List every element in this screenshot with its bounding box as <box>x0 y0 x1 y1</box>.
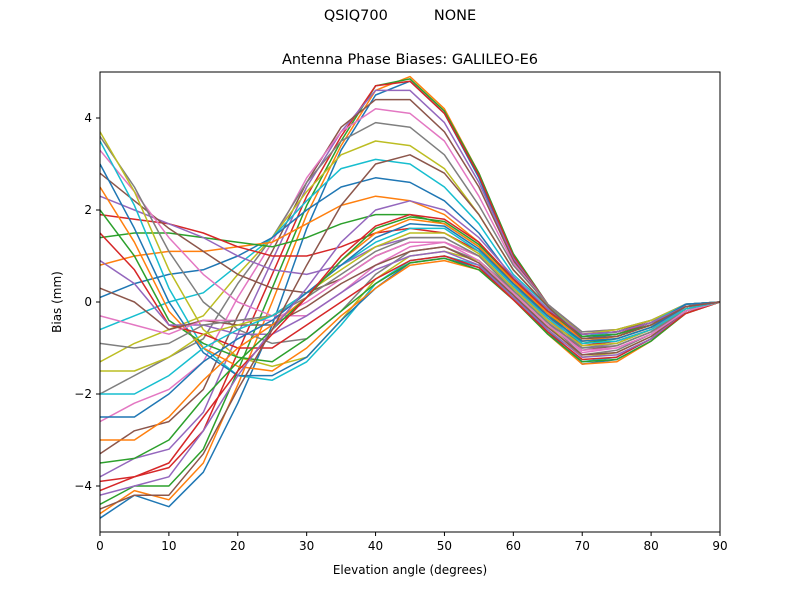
x-tick-label: 20 <box>230 539 245 553</box>
series-line-az50 <box>100 177 720 340</box>
series-line-az150 <box>100 223 720 418</box>
series-line-az40 <box>100 140 720 363</box>
x-tick-label: 90 <box>712 539 727 553</box>
y-tick-label: 0 <box>84 295 92 309</box>
x-tick-label: 10 <box>161 539 176 553</box>
series-line-az110 <box>100 209 720 363</box>
x-tick-label: 0 <box>96 539 104 553</box>
series-line-az135 <box>100 236 720 349</box>
y-tick-label: 2 <box>84 203 92 217</box>
x-tick-label: 50 <box>437 539 452 553</box>
plot-frame <box>99 71 721 533</box>
y-tick-label: −4 <box>74 479 92 493</box>
series-line-az140 <box>100 232 720 372</box>
x-axis-label: Elevation angle (degrees) <box>333 563 487 577</box>
y-tick-label: −2 <box>74 387 92 401</box>
series-line-az130 <box>100 241 720 352</box>
series-line-az170 <box>100 200 720 496</box>
figure-suptitle: QSIQ700 NONE <box>323 8 477 24</box>
series-line-az45 <box>100 158 720 338</box>
series-line-az25 <box>100 98 720 455</box>
series-line-az20 <box>100 89 720 478</box>
x-tick-label: 30 <box>299 539 314 553</box>
y-tick-label: 4 <box>84 111 92 125</box>
series-line-az0 <box>100 80 720 519</box>
series-line-az10 <box>100 78 720 506</box>
chart-title: Antenna Phase Biases: GALILEO-E6 <box>282 52 538 68</box>
x-tick-label: 70 <box>575 539 590 553</box>
y-axis-label: Bias (mm) <box>50 271 64 333</box>
x-tick-label: 40 <box>368 539 383 553</box>
series-line-az85 <box>100 135 720 356</box>
series-line-az175 <box>100 154 720 510</box>
series-line-az145 <box>100 227 720 395</box>
x-tick-label: 80 <box>643 539 658 553</box>
series-line-az160 <box>100 216 720 464</box>
x-tick-label: 60 <box>506 539 521 553</box>
